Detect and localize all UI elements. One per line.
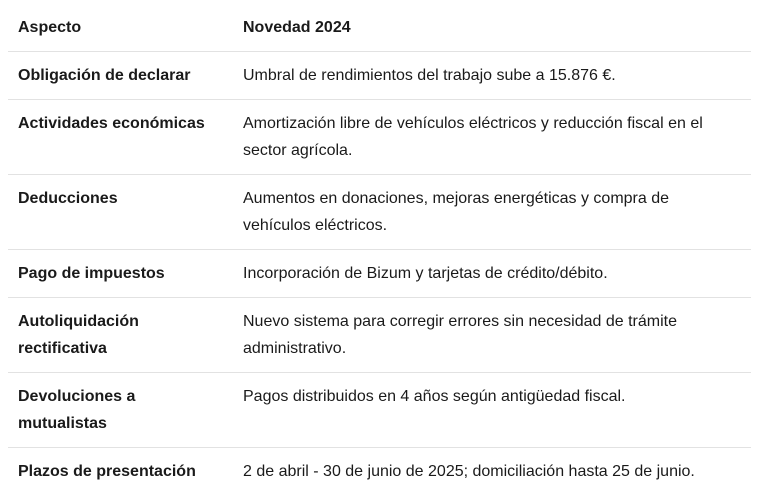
aspecto-cell: Autoliquidación rectificativa	[8, 297, 233, 373]
novedad-cell: Aumentos en donaciones, mejoras energéti…	[233, 174, 751, 250]
novedad-cell: 2 de abril - 30 de junio de 2025; domici…	[233, 447, 751, 494]
novedad-cell: Pagos distribuidos en 4 años según antig…	[233, 372, 751, 448]
header-row: Aspecto Novedad 2024	[8, 4, 751, 52]
novedad-cell: Amortización libre de vehículos eléctric…	[233, 99, 751, 175]
novedad-cell: Nuevo sistema para corregir errores sin …	[233, 297, 751, 373]
aspecto-cell: Actividades económicas	[8, 99, 233, 175]
novedad-cell: Incorporación de Bizum y tarjetas de cré…	[233, 249, 751, 298]
table-row: Deducciones Aumentos en donaciones, mejo…	[8, 174, 751, 250]
table-row: Actividades económicas Amortización libr…	[8, 99, 751, 175]
aspecto-cell: Deducciones	[8, 174, 233, 250]
aspecto-cell: Devoluciones a mutualistas	[8, 372, 233, 448]
table-row: Autoliquidación rectificativa Nuevo sist…	[8, 297, 751, 373]
column-header-novedad: Novedad 2024	[233, 4, 751, 52]
column-header-aspecto: Aspecto	[8, 4, 233, 52]
table-row: Pago de impuestos Incorporación de Bizum…	[8, 249, 751, 298]
aspecto-cell: Pago de impuestos	[8, 249, 233, 298]
aspecto-cell: Obligación de declarar	[8, 51, 233, 100]
aspecto-cell: Plazos de presentación	[8, 447, 233, 494]
table-row: Obligación de declarar Umbral de rendimi…	[8, 51, 751, 100]
table-row: Devoluciones a mutualistas Pagos distrib…	[8, 372, 751, 448]
tax-novelties-table: Aspecto Novedad 2024 Obligación de decla…	[8, 4, 751, 494]
novedad-cell: Umbral de rendimientos del trabajo sube …	[233, 51, 751, 100]
table-row: Plazos de presentación 2 de abril - 30 d…	[8, 447, 751, 494]
